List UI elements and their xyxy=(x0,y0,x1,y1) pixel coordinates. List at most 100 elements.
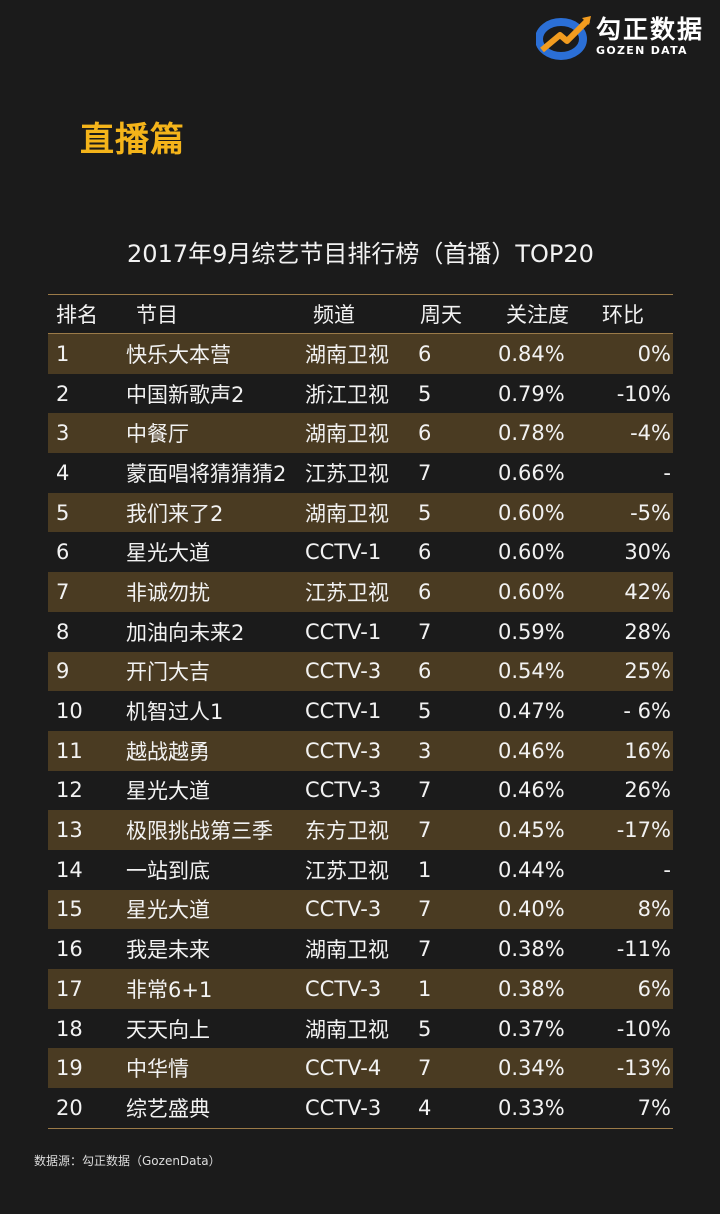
attention-cell: 0.78% xyxy=(498,421,565,446)
mom-cell: -10% xyxy=(616,381,671,406)
channel-cell: CCTV-1 xyxy=(305,619,382,644)
day-cell: 4 xyxy=(418,1095,432,1120)
attention-cell: 0.34% xyxy=(498,1056,565,1081)
rank-cell: 7 xyxy=(56,579,70,604)
channel-cell: CCTV-3 xyxy=(305,738,382,763)
show-cell: 中华情 xyxy=(126,1057,189,1082)
day-cell: 7 xyxy=(418,460,432,485)
mom-cell: 0% xyxy=(637,341,671,366)
day-cell: 1 xyxy=(418,976,432,1001)
show-cell: 非常6+1 xyxy=(126,977,213,1002)
table-row: 5 我们来了2 湖南卫视 5 0.60% -5% xyxy=(48,492,673,533)
mom-cell: 7% xyxy=(637,1095,671,1120)
day-cell: 6 xyxy=(418,341,432,366)
rank-cell: 19 xyxy=(56,1056,83,1081)
day-cell: 1 xyxy=(418,857,432,882)
channel-cell: 湖南卫视 xyxy=(305,1017,389,1042)
attention-cell: 0.40% xyxy=(498,897,565,922)
table-row: 16 我是未来 湖南卫视 7 0.38% -11% xyxy=(48,929,673,969)
day-cell: 7 xyxy=(418,897,432,922)
day-cell: 5 xyxy=(418,1016,432,1041)
mom-cell: 30% xyxy=(624,540,671,565)
day-cell: 7 xyxy=(418,937,432,962)
mom-cell: -17% xyxy=(616,818,671,843)
header-rank: 排名 xyxy=(56,303,98,327)
brand-name-cn: 勾正数据 xyxy=(596,15,705,44)
mom-cell: -13% xyxy=(616,1056,671,1081)
day-cell: 7 xyxy=(418,778,432,803)
rank-cell: 17 xyxy=(56,976,83,1001)
day-cell: 5 xyxy=(418,381,432,406)
rank-cell: 18 xyxy=(56,1016,83,1041)
show-cell: 中国新歌声2 xyxy=(126,382,245,407)
rank-cell: 9 xyxy=(56,659,70,684)
table-row: 6 星光大道 CCTV-1 6 0.60% 30% xyxy=(48,532,673,572)
header-attention: 关注度 xyxy=(506,303,569,327)
channel-cell: CCTV-3 xyxy=(305,976,382,1001)
table-row: 9 开门大吉 CCTV-3 6 0.54% 25% xyxy=(48,651,673,692)
attention-cell: 0.66% xyxy=(498,460,565,485)
table-row: 10 机智过人1 CCTV-1 5 0.47% - 6% xyxy=(48,691,673,731)
mom-cell: 6% xyxy=(637,976,671,1001)
mom-cell: 25% xyxy=(624,659,671,684)
data-source-note: 数据源：勾正数据（GozenData） xyxy=(34,1154,221,1168)
mom-cell: 42% xyxy=(624,579,671,604)
day-cell: 7 xyxy=(418,1056,432,1081)
rank-cell: 3 xyxy=(56,421,70,446)
table-row: 13 极限挑战第三季 东方卫视 7 0.45% -17% xyxy=(48,810,673,850)
attention-cell: 0.60% xyxy=(498,540,565,565)
attention-cell: 0.37% xyxy=(498,1016,565,1041)
table-row: 14 一站到底 江苏卫视 1 0.44% - xyxy=(48,850,673,890)
attention-cell: 0.46% xyxy=(498,778,565,803)
brand-logo: 勾正数据 GOZEN DATA xyxy=(536,14,704,60)
channel-cell: CCTV-3 xyxy=(305,897,382,922)
show-cell: 开门大吉 xyxy=(126,660,210,685)
table-row: 2 中国新歌声2 浙江卫视 5 0.79% -10% xyxy=(48,374,673,414)
day-cell: 6 xyxy=(418,421,432,446)
table-header-row: 排名 节目 频道 周天 关注度 环比 xyxy=(48,295,673,334)
show-cell: 一站到底 xyxy=(126,858,210,883)
show-cell: 我是未来 xyxy=(126,938,210,963)
mom-cell: -4% xyxy=(630,421,671,446)
day-cell: 6 xyxy=(418,659,432,684)
day-cell: 5 xyxy=(418,699,432,724)
table-row: 17 非常6+1 CCTV-3 1 0.38% 6% xyxy=(48,969,673,1009)
attention-cell: 0.38% xyxy=(498,976,565,1001)
attention-cell: 0.59% xyxy=(498,619,565,644)
show-cell: 非诚勿扰 xyxy=(126,580,210,605)
section-heading: 直播篇 xyxy=(80,120,185,160)
rank-cell: 8 xyxy=(56,619,70,644)
show-cell: 极限挑战第三季 xyxy=(126,819,273,844)
channel-cell: CCTV-3 xyxy=(305,1095,382,1120)
attention-cell: 0.60% xyxy=(498,579,565,604)
show-cell: 机智过人1 xyxy=(126,700,224,725)
rank-cell: 2 xyxy=(56,381,70,406)
rank-cell: 16 xyxy=(56,937,83,962)
channel-cell: 江苏卫视 xyxy=(305,580,389,605)
show-cell: 天天向上 xyxy=(126,1017,210,1042)
day-cell: 7 xyxy=(418,619,432,644)
table-row: 19 中华情 CCTV-4 7 0.34% -13% xyxy=(48,1048,673,1089)
table-row: 15 星光大道 CCTV-3 7 0.40% 8% xyxy=(48,889,673,930)
channel-cell: CCTV-3 xyxy=(305,659,382,684)
day-cell: 6 xyxy=(418,579,432,604)
show-cell: 中餐厅 xyxy=(126,422,189,447)
show-cell: 越战越勇 xyxy=(126,739,210,764)
mom-cell: 8% xyxy=(637,897,671,922)
channel-cell: 湖南卫视 xyxy=(305,501,389,526)
mom-cell: -5% xyxy=(630,500,671,525)
attention-cell: 0.44% xyxy=(498,857,565,882)
attention-cell: 0.84% xyxy=(498,341,565,366)
channel-cell: 湖南卫视 xyxy=(305,938,389,963)
channel-cell: 东方卫视 xyxy=(305,819,389,844)
attention-cell: 0.38% xyxy=(498,937,565,962)
day-cell: 5 xyxy=(418,500,432,525)
table-row: 8 加油向未来2 CCTV-1 7 0.59% 28% xyxy=(48,612,673,652)
header-channel: 频道 xyxy=(313,303,355,327)
rank-cell: 11 xyxy=(56,738,83,763)
channel-cell: 湖南卫视 xyxy=(305,422,389,447)
rank-cell: 10 xyxy=(56,699,83,724)
mom-cell: 28% xyxy=(624,619,671,644)
rank-cell: 12 xyxy=(56,778,83,803)
table-body: 1 快乐大本营 湖南卫视 6 0.84% 0% 2 中国新歌声2 浙江卫视 5 0.79% -10% 3… xyxy=(48,334,673,1128)
